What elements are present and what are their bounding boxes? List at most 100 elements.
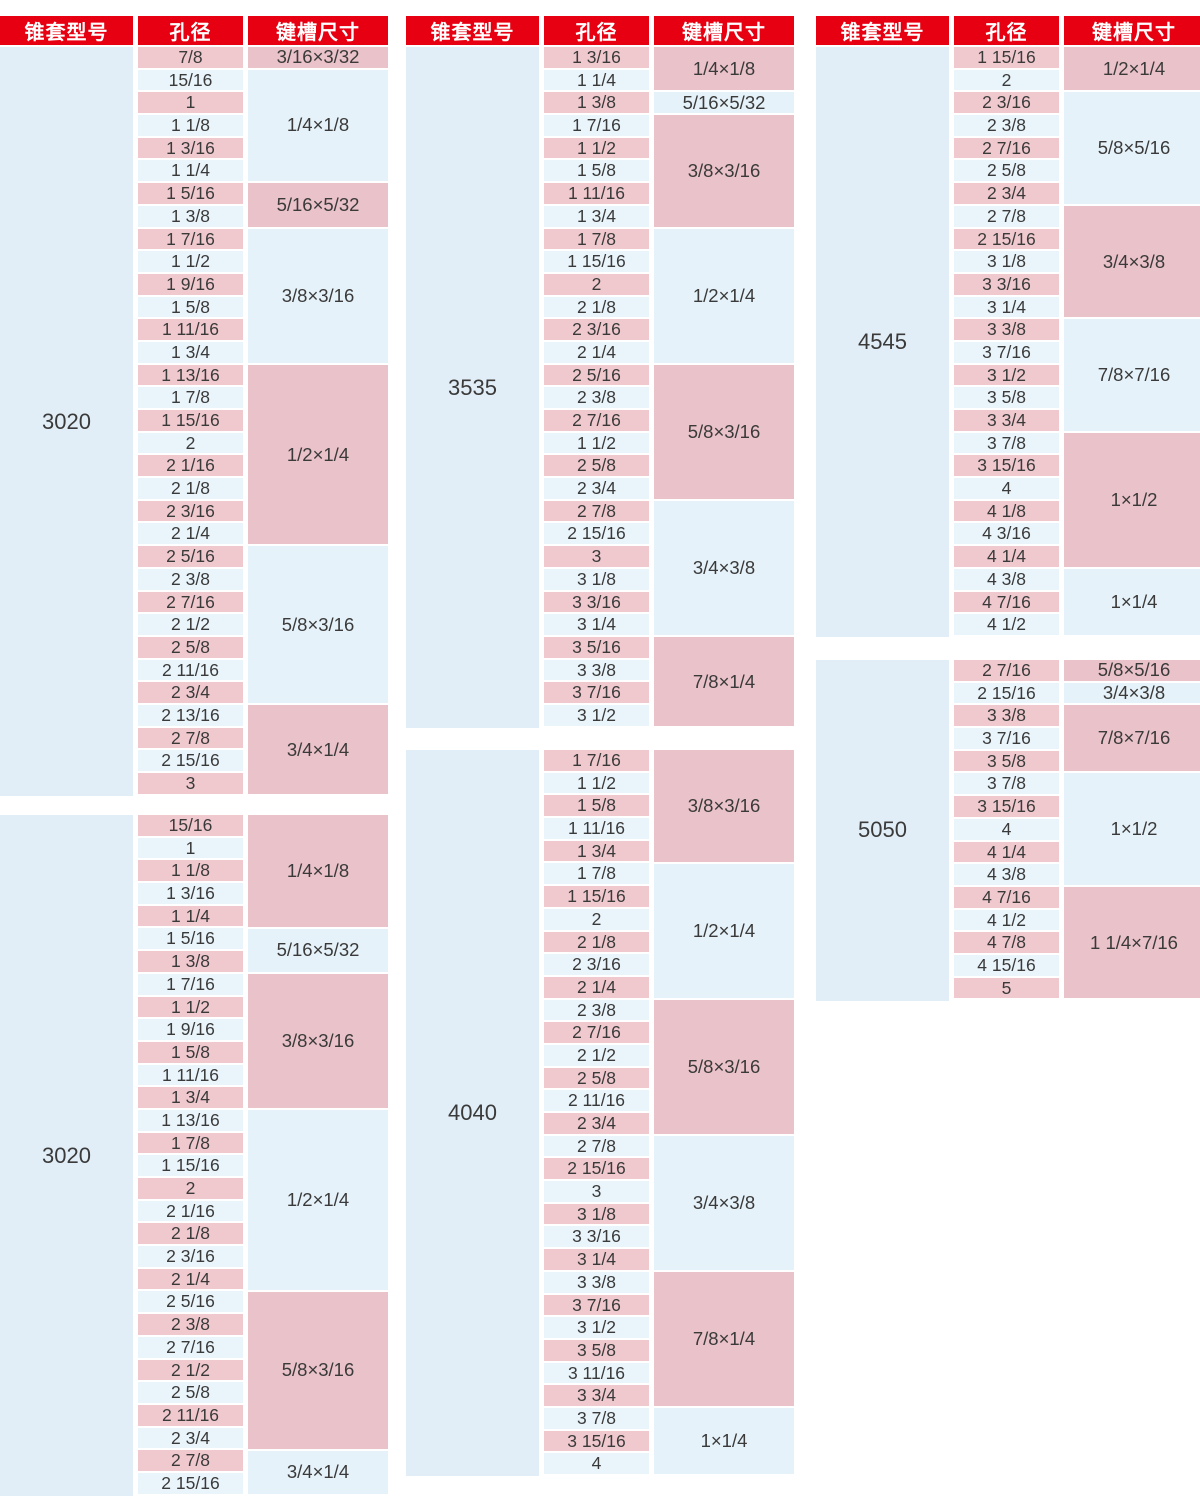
- spec-table-3535: 锥套型号 孔径 键槽尺寸 3535 1 3/16 1 1/4 1 3/8 1 7/16 1 1/…: [406, 16, 794, 728]
- bore-row: 2 3/4: [138, 1427, 243, 1451]
- bore-row: 1 3/4: [544, 840, 649, 864]
- bore-row: 2 5/16: [138, 1291, 243, 1315]
- bore-row: 3 3/4: [954, 410, 1059, 433]
- table-body: 5050 2 7/16 2 15/16 3 3/8 3 7/16 3 5/8 3 7/8 3 …: [816, 659, 1200, 1001]
- bore-row: 4 15/16: [954, 954, 1059, 978]
- bore-row: 1 1/2: [138, 996, 243, 1020]
- bore-row: 2: [544, 273, 649, 297]
- bore-row: 1 3/8: [138, 951, 243, 974]
- bore-row: 2 15/16: [954, 682, 1059, 706]
- bore-row: 2 5/8: [544, 455, 649, 479]
- bore-row: 1 1/4: [544, 69, 649, 93]
- bore-row: 1 5/8: [544, 160, 649, 184]
- bore-row: 2 1/16: [138, 1200, 243, 1224]
- bore-row: 2 3/4: [954, 183, 1059, 206]
- bore-row: 4: [954, 818, 1059, 842]
- header-cell-bore: 孔径: [544, 16, 649, 47]
- bore-row: 1 7/16: [138, 228, 243, 252]
- bore-row: 2 1/8: [138, 1223, 243, 1247]
- bore-row: 2 3/16: [138, 500, 243, 524]
- bore-row: 1 1/8: [138, 860, 243, 884]
- bore-row: 1 13/16: [138, 1109, 243, 1133]
- keyway-cell: 1/2×1/4: [654, 863, 794, 1000]
- keyway-cell: 5/16×5/32: [248, 183, 388, 229]
- table-column: 锥套型号 孔径 键槽尺寸 3535 1 3/16 1 1/4 1 3/8 1 7/16 1 1/…: [406, 0, 794, 1501]
- model-label: 4040: [448, 1100, 497, 1126]
- bore-row: 3 7/8: [544, 1407, 649, 1431]
- bore-row: 4 3/16: [954, 523, 1059, 547]
- bore-row: 3 3/4: [544, 1385, 649, 1408]
- bore-row: 2 3/8: [954, 115, 1059, 138]
- bore-row: 3 7/8: [954, 432, 1059, 456]
- bore-column: 1 3/16 1 1/4 1 3/8 1 7/16 1 1/2 1 5/8 1 11/16 1…: [544, 47, 649, 728]
- keyway-column: 5/8×5/16 3/4×3/8 7/8×7/16 1×1/2 1 1/4×7/16: [1064, 659, 1200, 1001]
- bore-row: 3 3/16: [544, 1226, 649, 1250]
- bore-row: 4: [544, 1453, 649, 1476]
- bore-row: 3 7/8: [954, 773, 1059, 797]
- keyway-cell: 7/8×1/4: [654, 1272, 794, 1409]
- spec-table-4545: 锥套型号 孔径 键槽尺寸 4545 1 15/16 2 2 3/16 2 3/8 2 7/16 2…: [816, 16, 1200, 638]
- keyway-cell: 5/8×5/16: [1064, 659, 1200, 683]
- bore-row: 1 15/16: [138, 410, 243, 433]
- bore-row: 4 7/16: [954, 591, 1059, 615]
- bore-row: 1 7/8: [544, 863, 649, 887]
- bore-row: 1 3/16: [138, 883, 243, 906]
- bore-row: 2 15/16: [544, 1158, 649, 1182]
- model-cell: 3020: [0, 815, 133, 1496]
- model-label: 3535: [448, 374, 497, 400]
- bore-row: 2 3/16: [544, 319, 649, 342]
- bore-row: 2: [954, 69, 1059, 93]
- keyway-column: 3/8×3/16 1/2×1/4 5/8×3/16 3/4×3/8 7/8×1/4 1×1…: [654, 750, 794, 1477]
- bore-row: 1 15/16: [544, 886, 649, 909]
- bore-row: 3 3/16: [954, 273, 1059, 297]
- bore-row: 4 1/4: [954, 546, 1059, 569]
- model-label: 3020: [42, 1142, 91, 1168]
- keyway-cell: 1×1/4: [654, 1408, 794, 1477]
- model-cell: 4040: [406, 750, 539, 1477]
- bore-row: 2 3/8: [138, 1314, 243, 1337]
- bore-row: 1 11/16: [544, 818, 649, 841]
- header-cell-model: 锥套型号: [0, 16, 133, 47]
- keyway-cell: 1/4×1/8: [248, 815, 388, 929]
- bore-row: 4 1/2: [954, 909, 1059, 933]
- table-body: 4040 1 7/16 1 1/2 1 5/8 1 11/16 1 3/4 1 7/8 1 1…: [406, 750, 794, 1477]
- bore-row: 1 1/2: [544, 432, 649, 456]
- bore-row: 1 11/16: [544, 183, 649, 206]
- keyway-column: 1/2×1/4 5/8×5/16 3/4×3/8 7/8×7/16 1×1/2 1×1/4: [1064, 47, 1200, 638]
- bore-row: 3: [544, 546, 649, 569]
- bore-row: 2 1/16: [138, 455, 243, 479]
- bore-row: 1 1/4: [138, 905, 243, 929]
- bore-row: 2 5/8: [954, 160, 1059, 184]
- keyway-cell: 1/2×1/4: [1064, 47, 1200, 93]
- table-body: 3020 7/8 15/16 1 1 1/8 1 3/16 1 1/4 1 5/16 1 3/8…: [0, 46, 388, 797]
- bore-column: 7/8 15/16 1 1 1/8 1 3/16 1 1/4 1 5/16 1 3/8 1 7/…: [138, 47, 243, 796]
- bore-row: 2 7/8: [138, 1450, 243, 1473]
- bore-row: 2 3/16: [954, 92, 1059, 116]
- bore-row: 2 5/8: [138, 1382, 243, 1405]
- model-label: 3020: [42, 408, 91, 434]
- bore-row: 1 1/8: [138, 115, 243, 138]
- bore-row: 1 13/16: [138, 364, 243, 388]
- keyway-cell: 1×1/2: [1064, 432, 1200, 570]
- bore-row: 1 3/4: [138, 341, 243, 365]
- spec-table-3020: 锥套型号 孔径 键槽尺寸 3020 7/8 15/16 1 1 1/8 1 3/16 1 1/4 1…: [0, 16, 388, 797]
- bore-row: 4 1/4: [954, 841, 1059, 865]
- keyway-cell: 3/4×3/8: [1064, 205, 1200, 320]
- keyway-cell: 5/8×3/16: [248, 1291, 388, 1451]
- bore-row: 4 1/2: [954, 614, 1059, 637]
- bore-column: 1 7/16 1 1/2 1 5/8 1 11/16 1 3/4 1 7/8 1 15/16…: [544, 750, 649, 1476]
- keyway-cell: 7/8×7/16: [1064, 705, 1200, 774]
- table-header-row: 锥套型号 孔径 键槽尺寸: [406, 16, 794, 47]
- keyway-cell: 1/4×1/8: [654, 47, 794, 93]
- bore-row: 2 1/2: [138, 614, 243, 637]
- bore-column: 1 15/16 2 2 3/16 2 3/8 2 7/16 2 5/8 2 3/4 2 7/8…: [954, 47, 1059, 637]
- spec-table-3020: 3020 15/16 1 1 1/8 1 3/16 1 1/4 1 5/16 1 3/8 1 7…: [0, 815, 388, 1496]
- bore-row: 2 15/16: [544, 523, 649, 547]
- bore-row: 1 1/2: [138, 251, 243, 274]
- bore-row: 1 1/4: [138, 160, 243, 184]
- keyway-column: 1/4×1/8 5/16×5/32 3/8×3/16 1/2×1/4 5/8×3/16 3…: [248, 815, 388, 1496]
- bore-row: 3 1/8: [954, 251, 1059, 274]
- header-cell-bore: 孔径: [138, 16, 243, 47]
- keyway-cell: 3/4×3/8: [654, 1135, 794, 1273]
- bore-row: 3 3/8: [544, 659, 649, 683]
